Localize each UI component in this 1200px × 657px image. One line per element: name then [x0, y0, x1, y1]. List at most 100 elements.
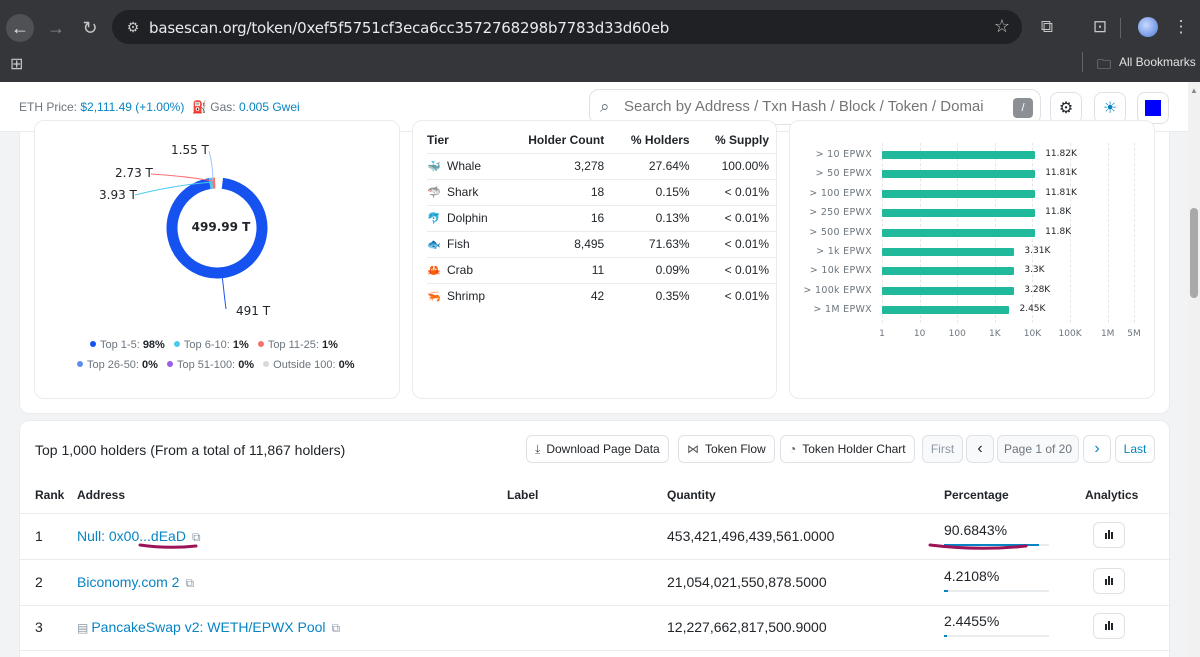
legend-item-top-6-10[interactable]: Top 6-10: 1%	[173, 339, 249, 351]
bar[interactable]	[882, 286, 1015, 295]
legend-value: 98%	[142, 339, 165, 351]
tier-name: Whale	[447, 159, 482, 173]
legend-item-top-11-25[interactable]: Top 11-25: 1%	[257, 339, 338, 351]
bar[interactable]	[882, 306, 1010, 315]
bar-value-label: 3.3K	[1024, 265, 1045, 276]
analytics-chart-icon[interactable]	[1093, 613, 1125, 639]
settings-gear-icon[interactable]: ⚙	[1050, 92, 1082, 124]
extensions-icon[interactable]: ⧉	[1040, 17, 1054, 36]
shrimp-icon: 🦐	[427, 291, 441, 304]
page-scrollbar[interactable]: ▲	[1188, 82, 1200, 657]
crab-icon: 🦀	[427, 265, 441, 277]
reload-icon[interactable]: ↻	[82, 17, 98, 38]
bookmark-star-icon[interactable]: ☆	[993, 16, 1010, 36]
legend-label: Top 51-100:	[177, 359, 236, 371]
pagination-first-button[interactable]: First	[922, 435, 963, 463]
analytics-chart-icon[interactable]	[1093, 568, 1125, 594]
download-label: Download Page Data	[546, 442, 660, 456]
legend-label: Top 11-25:	[267, 339, 319, 351]
bar[interactable]	[882, 228, 1036, 237]
bar-value-label: 3.31K	[1024, 246, 1051, 256]
forward-arrow-icon[interactable]: →	[47, 17, 65, 38]
back-arrow-icon[interactable]: ←	[6, 14, 34, 42]
holder-tier-card: Tier Holder Count % Holders % Supply 🐳 Wh…	[412, 120, 777, 399]
holder-address-link[interactable]: Biconomy.com 2	[77, 574, 180, 590]
bar[interactable]	[882, 189, 1036, 198]
gas-value[interactable]: 0.005 Gwei	[238, 100, 300, 114]
tier-holder-count: 42	[504, 282, 613, 309]
legend-dot	[173, 341, 180, 347]
analytics-chart-icon[interactable]	[1093, 522, 1125, 548]
legend-dot	[167, 361, 174, 367]
all-bookmarks-link[interactable]: All Bookmarks	[1119, 55, 1196, 69]
tier-name: Dolphin	[447, 211, 488, 225]
holder-address-cell: ▤ PancakeSwap v2: WETH/EPWX Pool ⧉	[77, 619, 340, 636]
dolphin-icon: 🐬	[427, 213, 441, 225]
analytics-bar-glyph	[1111, 532, 1113, 539]
token-holder-chart-button[interactable]: ◔ Token Holder Chart	[780, 435, 915, 463]
token-flow-button[interactable]: ⋈ Token Flow	[678, 435, 775, 463]
bar[interactable]	[882, 248, 1015, 256]
tier-percent-supply: < 0.01%	[697, 282, 777, 309]
holder-address-link[interactable]: Null: 0x00...dEaD	[77, 528, 186, 544]
copy-icon[interactable]: ⧉	[331, 621, 341, 635]
holder-rank: 1	[35, 528, 43, 544]
gas-pump-icon: ⛽	[192, 100, 207, 114]
address-bar[interactable]: ⚙ basescan.org/token/0xef5f5751cf3eca6cc…	[112, 10, 1022, 44]
search-box[interactable]: ⌕ /	[589, 89, 1041, 125]
holder-address-link[interactable]: PancakeSwap v2: WETH/EPWX Pool	[91, 619, 326, 635]
scroll-up-arrow-icon[interactable]: ▲	[1190, 86, 1198, 95]
copy-icon[interactable]: ⧉	[191, 530, 201, 544]
url-text[interactable]: basescan.org/token/0xef5f5751cf3eca6cc35…	[149, 19, 670, 37]
tier-percent-holders: 0.35%	[612, 282, 698, 309]
analytics-bar-glyph	[1111, 623, 1113, 630]
tier-holder-count: 16	[504, 204, 613, 231]
legend-item-top-1-5[interactable]: Top 1-5: 98%	[90, 339, 165, 351]
bar-category-label: > 100 EPWX	[809, 187, 872, 199]
more-menu-icon[interactable]: ⋮	[1172, 17, 1190, 36]
tier-name: Shark	[447, 185, 479, 199]
eth-price-value[interactable]: $2,111.49 (+1.00%)	[80, 100, 185, 114]
tier-percent-supply: < 0.01%	[697, 256, 777, 283]
bar[interactable]	[882, 267, 1015, 276]
bar[interactable]	[882, 151, 1036, 159]
bar-category-label: > 1k EPWX	[816, 246, 872, 257]
color-block-button[interactable]	[1137, 92, 1169, 124]
site-settings-icon[interactable]: ⚙	[126, 19, 140, 35]
search-input[interactable]	[624, 98, 1004, 115]
percentage-bar-fill	[944, 544, 1040, 546]
x-tick-label: 10K	[1023, 329, 1042, 339]
row-divider	[20, 513, 1171, 514]
copy-icon[interactable]: ⧉	[185, 576, 195, 590]
pagination-last-button[interactable]: Last	[1115, 435, 1155, 463]
holder-distribution-donut	[134, 150, 268, 310]
analytics-bar-glyph	[1108, 576, 1110, 585]
download-page-data-button[interactable]: ⤓ Download Page Data	[526, 435, 669, 463]
apps-grid-icon[interactable]: ⊞	[10, 56, 24, 73]
legend-item-outside-100[interactable]: Outside 100: 0%	[263, 359, 355, 371]
scroll-thumb[interactable]	[1190, 208, 1198, 298]
bar[interactable]	[882, 170, 1036, 179]
col-quantity: Quantity	[667, 488, 716, 502]
profile-avatar[interactable]	[1138, 17, 1158, 37]
pie-chart-icon: ◔	[789, 442, 797, 456]
x-tick-label: 1K	[989, 329, 1001, 339]
legend-label: Top 26-50:	[87, 359, 139, 371]
donut-segment[interactable]	[166, 177, 268, 279]
tab-search-icon[interactable]: ⊡	[1092, 17, 1108, 36]
fish-icon: 🐟	[427, 239, 441, 251]
top-holders-card: Top 1,000 holders (From a total of 11,86…	[19, 420, 1171, 657]
bar-value-label: 11.81K	[1045, 187, 1077, 198]
analytics-bar-glyph	[1111, 578, 1113, 585]
theme-toggle-sun-icon[interactable]: ☀	[1094, 92, 1126, 124]
search-icon: ⌕	[600, 97, 610, 116]
bar[interactable]	[882, 209, 1036, 218]
pagination-prev-button[interactable]: ‹	[966, 435, 994, 463]
percentage-bar	[944, 590, 1049, 592]
legend-item-top-26-50[interactable]: Top 26-50: 0%	[77, 359, 158, 371]
legend-row-2: Top 26-50: 0% Top 51-100: 0% Outside 100…	[77, 359, 361, 371]
legend-dot	[90, 341, 96, 347]
pagination-next-button[interactable]: ›	[1083, 435, 1111, 463]
tier-name: Fish	[447, 237, 470, 251]
legend-item-top-51-100[interactable]: Top 51-100: 0%	[167, 359, 254, 371]
